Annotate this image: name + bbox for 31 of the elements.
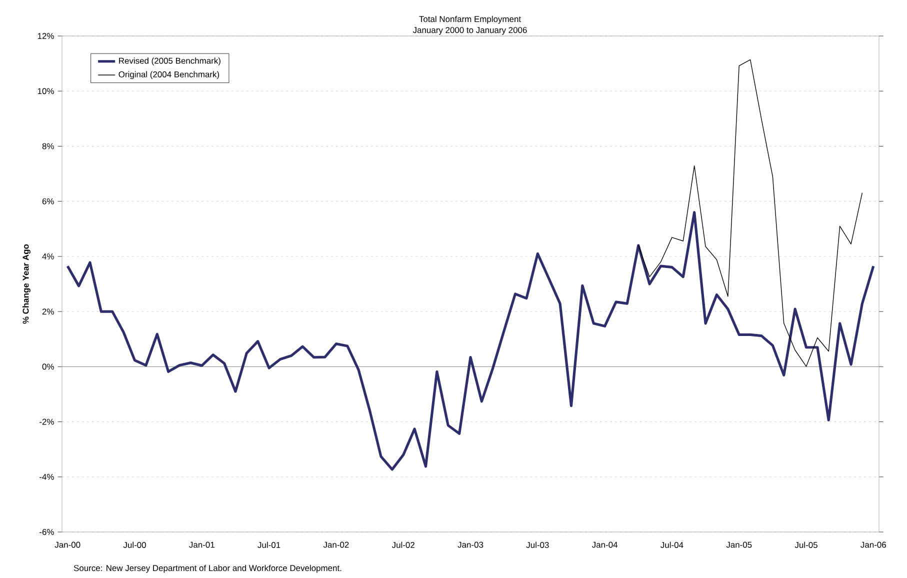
x-tick-label: Jan-06 [860,542,886,548]
y-tick-label: 10% [38,88,54,94]
x-tick-label: Jul-05 [794,542,818,548]
x-tick-label: Jan-03 [458,542,484,548]
legend-label: Original (2004 Benchmark) [118,71,220,80]
x-tick-label: Jan-05 [726,542,752,548]
source-note: Source: New Jersey Department of Labor and Workforce Development. [74,564,342,573]
line-series [66,211,875,471]
chart-subtitle: January 2000 to January 2006 [412,27,527,35]
y-tick-label: 8% [42,143,54,150]
y-tick-label: -6% [40,529,54,535]
y-tick-label: 0% [42,364,54,370]
y-tick-label: 12% [38,33,54,39]
x-tick-label: Jan-00 [54,542,80,548]
x-tick-label: Jul-04 [660,542,684,548]
y-tick-label: 4% [42,253,54,260]
legend-label: Revised (2005 Benchmark) [119,58,220,66]
y-tick-label: -2% [40,418,54,425]
x-tick-label: Jul-03 [526,542,549,548]
y-tick-label: 6% [42,198,54,204]
x-tick-label: Jan-01 [189,542,214,548]
x-tick-label: Jan-02 [323,542,349,548]
x-tick-label: Jul-01 [258,542,280,548]
x-tick-label: Jan-04 [592,542,618,548]
x-tick-label: Jul-00 [123,542,146,548]
x-tick-label: Jul-02 [392,542,414,548]
chart-title: Total Nonfarm Employment [419,16,521,24]
line-series [638,59,863,367]
y-tick-label: -4% [40,474,54,480]
y-axis-title: % Change Year Ago [22,244,30,324]
y-tick-label: 2% [42,308,54,315]
